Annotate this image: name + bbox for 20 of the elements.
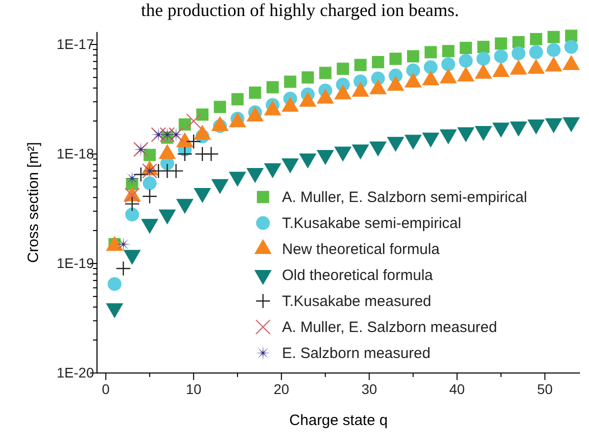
y-tick-label: 1E-20 — [56, 364, 94, 380]
legend-label: A. Muller, E. Salzborn semi-empirical — [282, 189, 528, 206]
x-tick-label: 10 — [186, 381, 202, 398]
y-tick-label: 1E-19 — [56, 254, 94, 271]
x-tick-label: 50 — [537, 381, 553, 398]
y-tick-label: 1E-17 — [56, 36, 94, 52]
legend-label: T.Kusakabe measured — [282, 293, 432, 310]
legend-label: New theoretical formula — [282, 241, 440, 258]
text: the production of highly charged ion beams. — [140, 0, 460, 20]
x-tick-label: 30 — [361, 381, 378, 398]
legend-label: Old theoretical formula — [282, 267, 434, 284]
x-axis-title: Charge state q — [289, 412, 388, 429]
legend-label: E. Salzborn measured — [282, 345, 430, 362]
x-tick-label: 0 — [102, 381, 110, 398]
x-tick-label: 20 — [274, 381, 290, 398]
y-axis-title: Cross section [m²] — [25, 142, 42, 263]
legend-label: A. Muller, E. Salzborn measured — [282, 319, 498, 336]
x-tick-label: 40 — [449, 381, 466, 398]
y-tick-label: 1E-18 — [56, 145, 94, 162]
legend-label: T.Kusakabe semi-empirical — [282, 215, 462, 232]
